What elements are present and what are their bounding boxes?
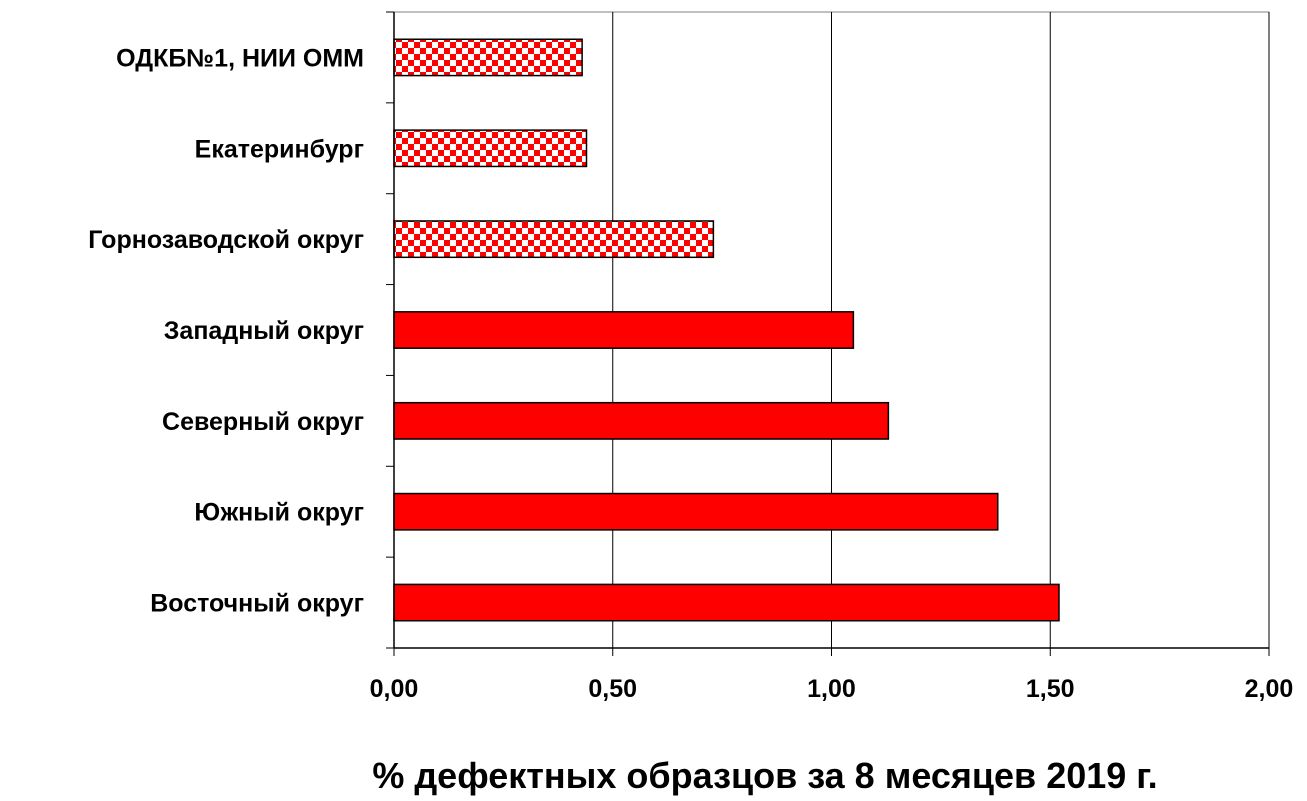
bars <box>393 38 1060 622</box>
category-labels: ОДКБ№1, НИИ ОММ Екатеринбург Горнозаводско… <box>88 44 364 617</box>
x-tick-labels: 0,00 0,50 1,00 1,50 2,00 <box>370 675 1294 703</box>
bar <box>393 492 999 531</box>
x-tick-label: 0,50 <box>588 675 637 703</box>
x-tick-label: 1,00 <box>807 675 856 703</box>
bar <box>393 583 1060 622</box>
bar <box>393 220 715 259</box>
category-label: Екатеринбург <box>195 135 364 163</box>
x-tick-label: 2,00 <box>1245 675 1294 703</box>
axes <box>386 11 1270 656</box>
x-tick-label: 1,50 <box>1026 675 1075 703</box>
category-label: Восточный округ <box>150 590 364 618</box>
category-label: Западный округ <box>164 317 364 345</box>
category-label: Южный округ <box>194 499 364 527</box>
category-label: Горнозаводской округ <box>88 226 364 254</box>
category-label: ОДКБ№1, НИИ ОММ <box>116 44 364 72</box>
x-axis-title: % дефектных образцов за 8 месяцев 2019 г… <box>372 755 1157 796</box>
bar <box>393 129 588 168</box>
category-label: Северный округ <box>162 408 364 436</box>
bar <box>393 311 855 349</box>
bar <box>393 38 583 77</box>
x-tick-label: 0,00 <box>370 675 419 703</box>
bar <box>393 401 890 440</box>
